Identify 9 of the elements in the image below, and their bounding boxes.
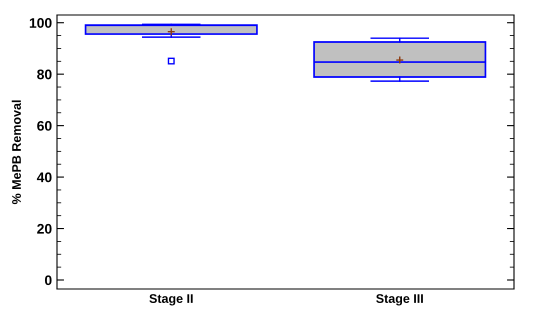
y-tick-label: 80 xyxy=(37,70,52,80)
y-tick-label: 0 xyxy=(44,275,52,286)
x-tick-label: Stage II xyxy=(149,294,193,306)
y-axis-title: % MePB Removal xyxy=(12,100,21,204)
y-tick-label: 60 xyxy=(37,120,52,131)
y-tick-label: 20 xyxy=(37,224,52,234)
y-tick-label: 100 xyxy=(30,18,52,28)
x-tick-label: Stage III xyxy=(376,294,423,306)
y-tick-label: 40 xyxy=(36,172,52,182)
